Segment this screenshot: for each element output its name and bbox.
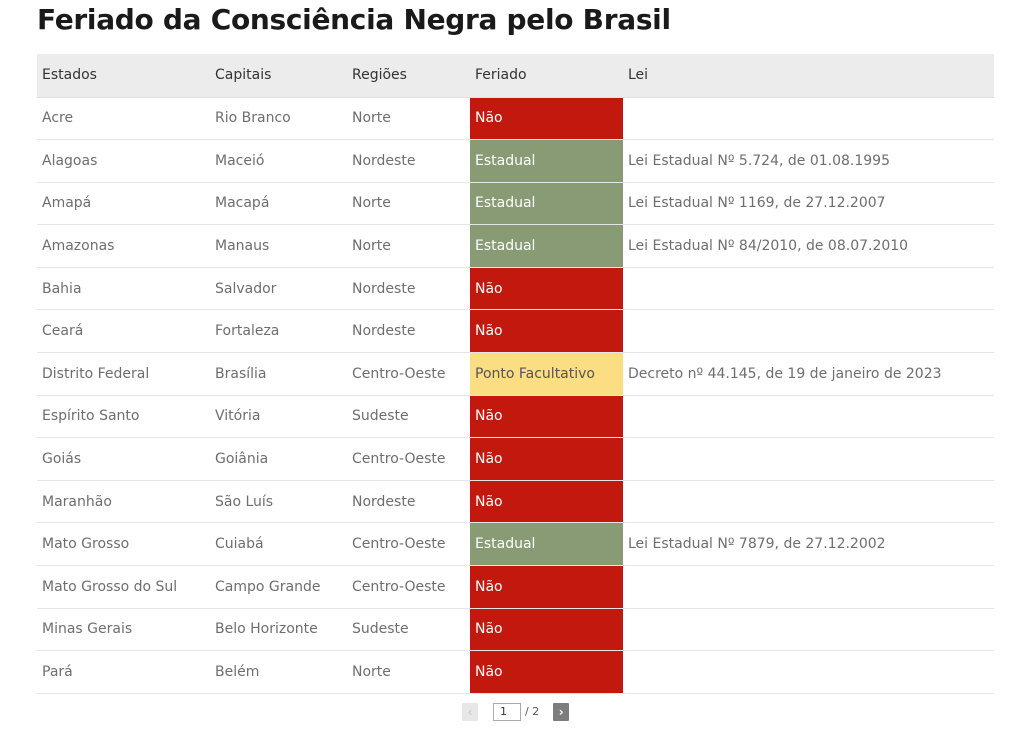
cell-capital: Goiânia xyxy=(210,437,347,481)
cell-capital: Campo Grande xyxy=(210,565,347,609)
cell-capital: Macapá xyxy=(210,182,347,226)
cell-capital: Belém xyxy=(210,650,347,694)
cell-regiao: Centro-Oeste xyxy=(347,352,470,396)
cell-feriado: Estadual xyxy=(470,139,623,183)
table-row: Minas Gerais Belo Horizonte Sudeste Não xyxy=(37,608,994,652)
cell-lei: Lei Estadual Nº 7879, de 27.12.2002 xyxy=(623,522,994,567)
table-row: Bahia Salvador Nordeste Não xyxy=(37,267,994,311)
cell-regiao: Sudeste xyxy=(347,608,470,652)
table-row: Mato Grosso do Sul Campo Grande Centro-Oes… xyxy=(37,565,994,609)
table-row: Goiás Goiânia Centro-Oeste Não xyxy=(37,437,994,481)
cell-capital: Fortaleza xyxy=(210,309,347,354)
table-header-row: Estados Capitais Regiões Feriado Lei xyxy=(37,54,994,98)
table-row: Pará Belém Norte Não xyxy=(37,650,994,694)
cell-regiao: Norte xyxy=(347,182,470,226)
cell-estado: Ceará xyxy=(37,309,210,354)
column-header-regioes[interactable]: Regiões xyxy=(347,54,470,98)
cell-capital: Brasília xyxy=(210,352,347,396)
cell-estado: Amazonas xyxy=(37,224,210,268)
cell-capital: Cuiabá xyxy=(210,522,347,567)
cell-lei: Decreto nº 44.145, de 19 de janeiro de 2… xyxy=(623,352,994,396)
column-header-lei[interactable]: Lei xyxy=(623,54,994,98)
page-total: / 2 xyxy=(525,705,540,718)
cell-estado: Amapá xyxy=(37,182,210,226)
cell-feriado: Não xyxy=(470,395,623,439)
pagination: ‹ / 2 › xyxy=(462,702,570,721)
cell-regiao: Nordeste xyxy=(347,480,470,524)
cell-feriado: Não xyxy=(470,608,623,652)
cell-capital: Vitória xyxy=(210,395,347,439)
column-header-estados[interactable]: Estados xyxy=(37,54,210,98)
cell-estado: Minas Gerais xyxy=(37,608,210,652)
cell-lei: Lei Estadual Nº 1169, de 27.12.2007 xyxy=(623,182,994,226)
cell-feriado: Não xyxy=(470,650,623,694)
cell-lei: Lei Estadual Nº 5.724, de 01.08.1995 xyxy=(623,139,994,183)
cell-capital: Manaus xyxy=(210,224,347,268)
table-header: Estados Capitais Regiões Feriado Lei xyxy=(37,54,994,98)
table-row: Alagoas Maceió Nordeste Estadual Lei Estadua… xyxy=(37,139,994,183)
table-row: Amazonas Manaus Norte Estadual Lei Estadual … xyxy=(37,224,994,268)
cell-regiao: Norte xyxy=(347,97,470,141)
cell-feriado: Ponto Facultativo xyxy=(470,352,623,396)
cell-estado: Espírito Santo xyxy=(37,395,210,439)
cell-estado: Alagoas xyxy=(37,139,210,183)
cell-regiao: Norte xyxy=(347,224,470,268)
cell-regiao: Centro-Oeste xyxy=(347,565,470,609)
cell-capital: São Luís xyxy=(210,480,347,524)
cell-estado: Goiás xyxy=(37,437,210,481)
holiday-table: Estados Capitais Regiões Feriado Lei Acr… xyxy=(37,54,994,694)
table-row: Ceará Fortaleza Nordeste Não xyxy=(37,309,994,354)
cell-feriado: Não xyxy=(470,267,623,311)
table-row: Acre Rio Branco Norte Não xyxy=(37,97,994,141)
cell-regiao: Nordeste xyxy=(347,139,470,183)
cell-lei xyxy=(623,650,994,694)
cell-regiao: Norte xyxy=(347,650,470,694)
cell-estado: Maranhão xyxy=(37,480,210,524)
page-number-input[interactable] xyxy=(493,702,521,721)
chevron-left-icon[interactable]: ‹ xyxy=(462,702,478,721)
column-header-feriado[interactable]: Feriado xyxy=(470,54,623,98)
cell-estado: Pará xyxy=(37,650,210,694)
table-row: Distrito Federal Brasília Centro-Oeste Pont… xyxy=(37,352,994,396)
cell-feriado: Estadual xyxy=(470,522,623,567)
cell-regiao: Sudeste xyxy=(347,395,470,439)
cell-estado: Acre xyxy=(37,97,210,141)
cell-feriado: Não xyxy=(470,309,623,354)
cell-lei xyxy=(623,565,994,609)
cell-capital: Belo Horizonte xyxy=(210,608,347,652)
cell-feriado: Estadual xyxy=(470,224,623,268)
chevron-right-icon[interactable]: › xyxy=(553,702,570,721)
cell-regiao: Centro-Oeste xyxy=(347,437,470,481)
cell-lei xyxy=(623,437,994,481)
cell-feriado: Não xyxy=(470,97,623,141)
cell-lei xyxy=(623,309,994,354)
cell-feriado: Não xyxy=(470,565,623,609)
cell-lei xyxy=(623,395,994,439)
table-body: Acre Rio Branco Norte Não Alagoas Maceió Norde… xyxy=(37,97,994,694)
cell-estado: Bahia xyxy=(37,267,210,311)
cell-capital: Rio Branco xyxy=(210,97,347,141)
cell-capital: Salvador xyxy=(210,267,347,311)
table-row: Mato Grosso Cuiabá Centro-Oeste Estadual Lei… xyxy=(37,522,994,567)
column-header-capitais[interactable]: Capitais xyxy=(210,54,347,98)
cell-capital: Maceió xyxy=(210,139,347,183)
cell-regiao: Nordeste xyxy=(347,309,470,354)
cell-lei xyxy=(623,97,994,141)
cell-lei: Lei Estadual Nº 84/2010, de 08.07.2010 xyxy=(623,224,994,268)
page-title: Feriado da Consciência Negra pelo Brasil xyxy=(37,3,671,36)
cell-lei xyxy=(623,267,994,311)
table-row: Amapá Macapá Norte Estadual Lei Estadual Nº … xyxy=(37,182,994,226)
table-row: Maranhão São Luís Nordeste Não xyxy=(37,480,994,524)
cell-lei xyxy=(623,480,994,524)
cell-feriado: Não xyxy=(470,480,623,524)
cell-regiao: Nordeste xyxy=(347,267,470,311)
table-row: Espírito Santo Vitória Sudeste Não xyxy=(37,395,994,439)
cell-estado: Mato Grosso do Sul xyxy=(37,565,210,609)
cell-lei xyxy=(623,608,994,652)
cell-estado: Distrito Federal xyxy=(37,352,210,396)
cell-feriado: Não xyxy=(470,437,623,481)
cell-regiao: Centro-Oeste xyxy=(347,522,470,567)
cell-feriado: Estadual xyxy=(470,182,623,226)
cell-estado: Mato Grosso xyxy=(37,522,210,567)
